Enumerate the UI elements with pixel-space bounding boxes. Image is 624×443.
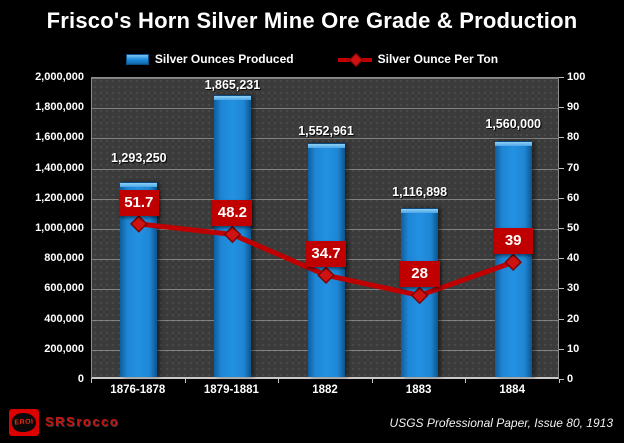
axis-tick: [559, 258, 564, 260]
legend-item-ounce-per-ton: Silver Ounce Per Ton: [337, 52, 499, 68]
bar-value-label: 1,552,961: [298, 123, 354, 138]
y-axis-label-right: 0: [567, 373, 574, 385]
y-axis-label-left: 1,600,000: [35, 131, 84, 144]
line-diamond-swatch-icon: [337, 52, 372, 68]
diamond-marker-icon: [317, 266, 335, 285]
bar-cap: [213, 95, 251, 101]
source-citation: USGS Professional Paper, Issue 80, 1913: [389, 416, 613, 430]
legend-item-silver-ounces: Silver Ounces Produced: [125, 52, 294, 66]
diamond-marker-icon: [410, 286, 429, 305]
bar-cap: [401, 208, 439, 214]
y-axis-label-right: 30: [567, 282, 580, 295]
y-axis-label-right: 10: [567, 342, 580, 355]
axis-tick: [559, 348, 564, 350]
legend: Silver Ounces Produced Silver Ounce Per …: [0, 52, 624, 68]
brand-text: SRSrocco: [45, 414, 120, 429]
y-axis-label-right: 60: [567, 191, 580, 204]
y-axis-label-right: 50: [567, 222, 580, 234]
bar-cap: [120, 181, 158, 187]
axis-tick: [465, 379, 467, 383]
bar-value-label: 1,865,231: [204, 78, 261, 93]
axis-tick: [559, 107, 564, 109]
legend-label: Silver Ounce Per Ton: [377, 52, 499, 66]
bar-value-label: 1,293,250: [111, 150, 167, 165]
bar-cap: [494, 141, 532, 147]
legend-label: Silver Ounces Produced: [154, 52, 294, 66]
y-axis-label-right: 90: [567, 101, 580, 114]
axis-tick: [278, 379, 280, 383]
diamond-marker-icon: [223, 225, 242, 244]
y-axis-label-left: 2,000,000: [35, 71, 84, 83]
ore-grade-line: [129, 215, 523, 305]
line-value-label: 39: [493, 228, 534, 255]
axis-tick: [559, 77, 564, 78]
bar-value-label: 1,560,000: [485, 117, 541, 132]
line-value-label: 48.2: [212, 200, 253, 227]
gridline: [92, 78, 558, 79]
y-axis-label-left: 1,800,000: [35, 101, 84, 114]
y-axis-label-right: 20: [567, 312, 580, 325]
y-axis-label-right: 70: [567, 161, 580, 174]
bar-swatch-icon: [125, 53, 149, 65]
line-value-label: 28: [399, 261, 440, 288]
y-axis-label-left: 800,000: [44, 252, 84, 265]
chart-title: Frisco's Horn Silver Mine Ore Grade & Pr…: [46, 8, 578, 33]
diamond-marker-icon: [129, 215, 148, 233]
y-axis-label-left: 400,000: [44, 312, 84, 325]
gridline: [92, 138, 558, 140]
bar-value-label: 1,116,898: [392, 185, 448, 200]
y-axis-label-left: 600,000: [44, 282, 84, 295]
axis-tick: [559, 379, 560, 383]
y-axis-label-left: 0: [77, 373, 84, 385]
line-value-label: 34.7: [306, 241, 346, 268]
y-axis-label-left: 1,400,000: [35, 161, 84, 174]
axis-tick: [559, 167, 564, 169]
x-axis-label: 1882: [312, 384, 338, 396]
axis-tick: [184, 379, 186, 383]
axis-tick: [559, 137, 564, 139]
plot-area: 1,293,250 1,865,231 1,552,961 1,116,898 1,56…: [91, 77, 559, 379]
y-axis-label-right: 40: [567, 252, 580, 265]
eroi-logo-icon: EROI: [9, 409, 39, 436]
gridline: [92, 108, 558, 110]
y-axis-label-right: 100: [567, 71, 586, 83]
y-axis-label-left: 1,000,000: [35, 222, 84, 234]
axis-tick: [559, 288, 564, 290]
y-axis-label-left: 1,200,000: [35, 191, 84, 204]
axis-tick: [371, 379, 373, 383]
x-axis-label: 1876-1878: [110, 384, 166, 396]
axis-tick: [559, 197, 564, 199]
diamond-marker-icon: [504, 253, 523, 272]
y-axis-label-left: 200,000: [44, 342, 84, 355]
axis-tick: [559, 379, 564, 380]
axis-tick: [559, 318, 564, 320]
axis-tick: [91, 379, 92, 383]
bar-cap: [307, 142, 345, 148]
x-axis-label: 1884: [499, 384, 525, 396]
y-axis-label-right: 80: [567, 131, 580, 144]
axis-tick: [559, 228, 564, 229]
x-axis-label: 1879-1881: [203, 384, 259, 396]
line-value-label: 51.7: [118, 189, 159, 216]
eroi-logo-text: EROI: [14, 418, 34, 427]
x-axis-label: 1883: [405, 384, 432, 396]
